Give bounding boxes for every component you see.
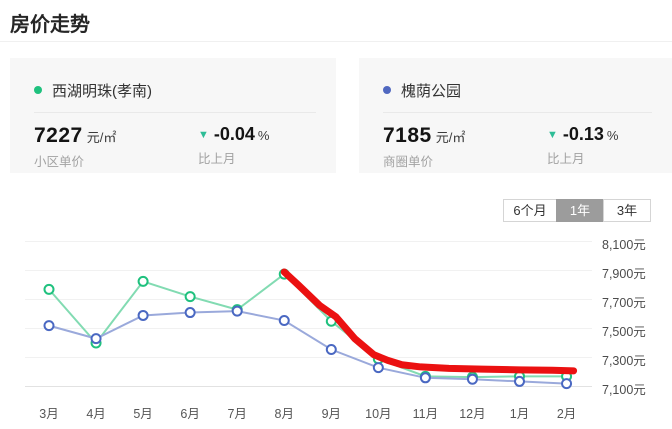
data-point-marker (372, 362, 384, 374)
x-axis-tick-label: 10月 (365, 407, 392, 421)
community-price-label: 小区单价 (34, 155, 85, 169)
data-point-marker (137, 309, 149, 321)
trend-down-icon: ▼ (547, 129, 558, 141)
legend-dot-community (34, 86, 42, 94)
card-divider (34, 112, 316, 113)
percent-sign: % (257, 128, 270, 143)
district-price-card: 槐荫公园 7185 元/㎡ 商圈单价 ▼ -0.13 % 比上月 (359, 58, 672, 173)
x-axis-tick-label: 12月 (459, 407, 486, 421)
time-range-tabs: 6个月 1年 3年 (503, 199, 651, 222)
data-point-marker (325, 344, 337, 356)
x-axis-tick-label: 5月 (133, 407, 153, 421)
data-point-marker (561, 378, 573, 390)
trend-chart-svg (25, 241, 592, 390)
data-point-marker (90, 333, 102, 345)
district-price-label: 商圈单价 (383, 155, 434, 169)
district-change-label: 比上月 (547, 152, 585, 166)
annotation-highlight-line (280, 268, 578, 375)
district-price: 7185 (383, 124, 432, 147)
community-change: -0.04 (213, 124, 255, 144)
y-axis-tick-label: 7,700元 (602, 295, 646, 310)
price-unit: 元/㎡ (86, 130, 117, 145)
y-axis-tick-label: 7,100元 (602, 382, 646, 397)
data-point-marker (184, 291, 196, 303)
data-point-marker (278, 315, 290, 327)
community-price: 7227 (34, 124, 83, 147)
price-unit: 元/㎡ (435, 130, 466, 145)
y-axis-tick-label: 7,300元 (602, 353, 646, 368)
data-point-marker (43, 320, 55, 332)
district-change: -0.13 (562, 124, 604, 144)
data-point-marker (137, 275, 149, 287)
percent-sign: % (606, 128, 619, 143)
title-divider (0, 41, 672, 42)
data-point-marker (466, 373, 478, 385)
page-title: 房价走势 (10, 14, 90, 36)
series-line (48, 310, 567, 385)
data-point-marker (419, 372, 431, 384)
card-divider (383, 112, 652, 113)
y-axis-tick-label: 8,100元 (602, 237, 646, 252)
x-axis-tick-label: 4月 (86, 407, 106, 421)
x-axis-tick-label: 11月 (412, 407, 439, 421)
community-name: 西湖明珠(孝南) (52, 82, 152, 100)
x-axis-tick-label: 6月 (180, 407, 200, 421)
tab-6-months[interactable]: 6个月 (503, 199, 557, 222)
x-axis-tick-label: 3月 (39, 407, 59, 421)
x-axis-tick-label: 2月 (556, 407, 577, 421)
data-point-marker (184, 307, 196, 319)
x-axis-tick-label: 7月 (227, 407, 247, 421)
community-price-card: 西湖明珠(孝南) 7227 元/㎡ 小区单价 ▼ -0.04 % 比上月 (10, 58, 336, 173)
y-axis-tick-label: 7,900元 (602, 266, 646, 281)
x-axis-tick-label: 9月 (321, 407, 342, 421)
legend-dot-district (383, 86, 391, 94)
x-axis-tick-label: 8月 (274, 407, 294, 421)
tab-3-years[interactable]: 3年 (603, 199, 651, 222)
trend-chart: 8,100元 7,900元 7,700元 7,500元 7,300元 7,100元 3月 4… (0, 228, 672, 429)
community-change-label: 比上月 (198, 152, 236, 166)
y-axis-tick-label: 7,500元 (602, 324, 646, 339)
data-point-marker (231, 305, 243, 317)
x-axis-tick-label: 1月 (509, 407, 530, 421)
data-point-marker (514, 375, 525, 387)
tab-1-year[interactable]: 1年 (556, 199, 604, 222)
data-point-marker (43, 283, 55, 295)
district-name: 槐荫公园 (401, 82, 462, 100)
trend-down-icon: ▼ (198, 129, 209, 141)
